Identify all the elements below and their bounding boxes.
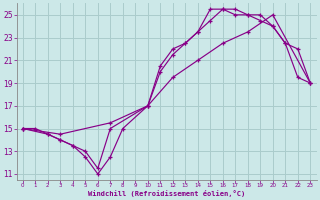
X-axis label: Windchill (Refroidissement éolien,°C): Windchill (Refroidissement éolien,°C) [88, 190, 245, 197]
